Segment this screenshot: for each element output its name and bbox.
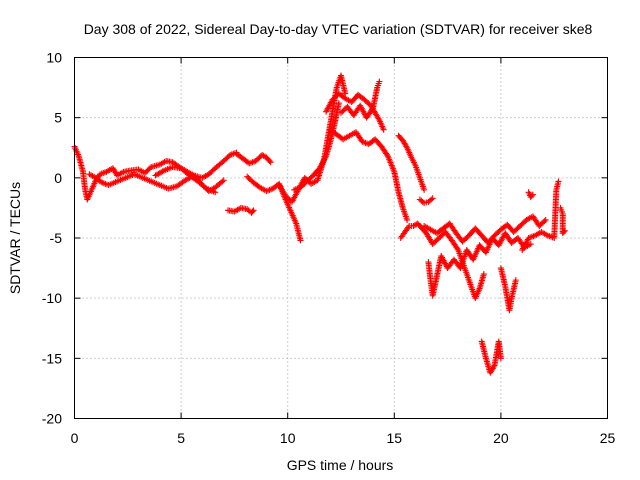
data-point-fill xyxy=(375,115,382,122)
data-point xyxy=(335,100,342,107)
data-point-fill xyxy=(202,184,209,191)
data-point xyxy=(380,126,387,133)
data-point xyxy=(542,216,549,223)
data-points xyxy=(71,72,568,376)
axis-ticks xyxy=(74,57,608,419)
x-tick-label: 15 xyxy=(387,430,403,446)
chart-title: Day 308 of 2022, Sidereal Day-to-day VTE… xyxy=(84,21,593,37)
data-point-fill xyxy=(266,157,273,164)
x-tick-labels: 0 5 10 15 20 25 xyxy=(71,430,616,446)
y-axis-label: SDTVAR / TECUs xyxy=(7,182,23,294)
data-point xyxy=(555,178,562,185)
y-tick-label: 5 xyxy=(54,110,62,126)
data-point xyxy=(480,271,487,278)
data-point-fill xyxy=(454,245,461,252)
y-tick-label: -10 xyxy=(42,290,62,306)
data-point xyxy=(497,355,504,362)
data-point xyxy=(527,241,534,248)
data-point xyxy=(220,177,227,184)
grid-lines xyxy=(74,57,608,419)
data-point xyxy=(429,195,436,202)
data-point-fill xyxy=(159,168,166,175)
x-tick-label: 0 xyxy=(71,430,79,446)
x-axis-label: GPS time / hours xyxy=(287,457,394,473)
data-point xyxy=(529,191,536,198)
data-point-fill xyxy=(541,218,548,225)
data-point xyxy=(561,227,568,234)
data-point xyxy=(404,216,411,223)
y-tick-label: -15 xyxy=(42,350,62,366)
data-point-fill xyxy=(419,198,426,205)
x-tick-label: 25 xyxy=(600,430,616,446)
data-point xyxy=(512,277,519,284)
data-point xyxy=(376,78,383,85)
data-point-fill xyxy=(403,143,410,150)
y-tick-labels: -20 -15 -10 -5 0 5 10 xyxy=(42,50,62,427)
x-tick-label: 5 xyxy=(177,430,185,446)
data-point xyxy=(267,159,274,166)
y-tick-label: 10 xyxy=(46,50,62,66)
data-point-fill xyxy=(560,228,567,235)
data-point-fill xyxy=(219,178,226,185)
data-point xyxy=(212,189,219,196)
y-tick-label: 0 xyxy=(54,170,62,186)
y-tick-label: -5 xyxy=(50,230,63,246)
data-point-fill xyxy=(528,192,535,199)
data-point xyxy=(297,237,304,244)
x-tick-label: 20 xyxy=(493,430,509,446)
data-point xyxy=(250,207,257,214)
data-point-fill xyxy=(249,208,256,215)
data-point-fill xyxy=(369,106,376,113)
data-point-fill xyxy=(428,196,435,203)
y-tick-label: -20 xyxy=(42,411,62,427)
x-tick-label: 10 xyxy=(280,430,296,446)
data-point-fill xyxy=(490,363,497,370)
data-point xyxy=(421,186,428,193)
